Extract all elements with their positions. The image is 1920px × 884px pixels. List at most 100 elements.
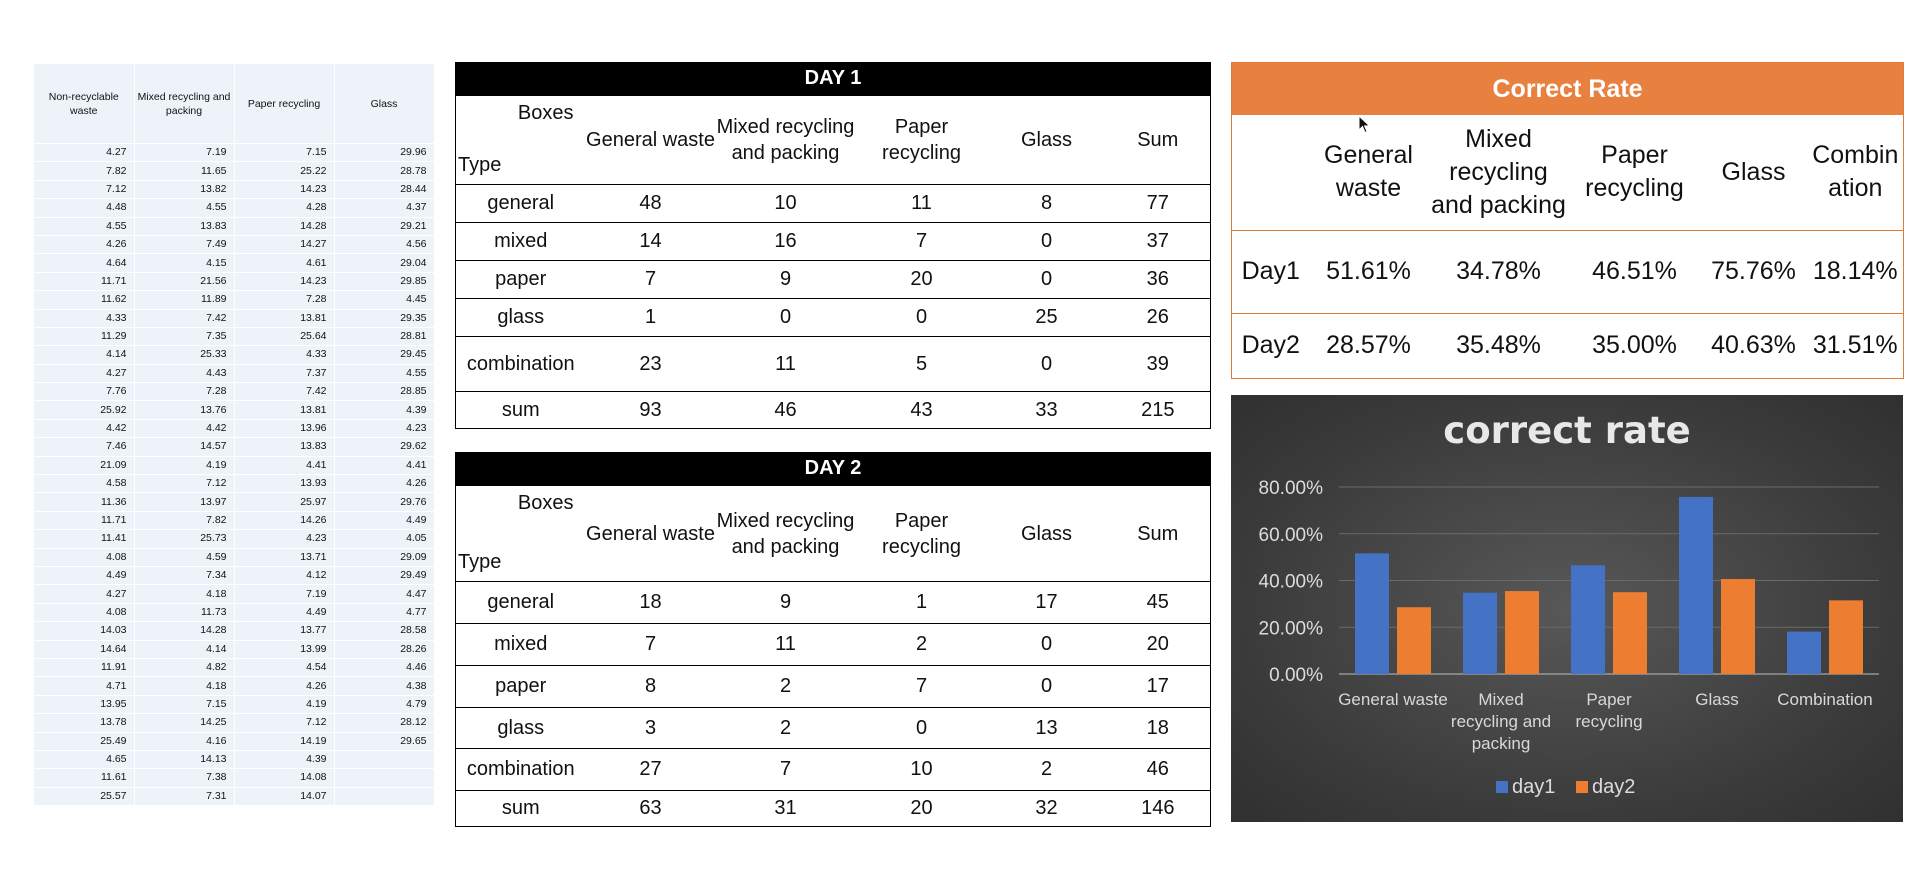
sheet-cell[interactable]: 29.45	[334, 345, 435, 365]
sheet-cell[interactable]: 4.26	[334, 474, 435, 493]
sheet-cell[interactable]: 13.81	[234, 400, 335, 420]
sheet-cell[interactable]: 7.82	[34, 161, 135, 181]
sheet-cell[interactable]: 11.71	[34, 510, 135, 530]
sheet-cell[interactable]: 4.65	[34, 749, 135, 769]
sheet-header-cell[interactable]: Mixed recycling and packing	[134, 64, 235, 144]
sheet-cell[interactable]: 4.54	[234, 657, 335, 677]
sheet-cell[interactable]: 4.26	[34, 234, 135, 254]
sheet-cell[interactable]: 4.49	[334, 510, 435, 530]
bar-day1[interactable]	[1571, 565, 1605, 674]
sheet-cell[interactable]: 4.55	[34, 216, 135, 236]
sheet-cell[interactable]	[334, 786, 435, 806]
sheet-cell[interactable]: 14.07	[234, 786, 335, 806]
sheet-cell[interactable]: 4.18	[134, 676, 235, 696]
bar-day1[interactable]	[1463, 592, 1497, 674]
bar-day2[interactable]	[1829, 600, 1863, 674]
sheet-cell[interactable]: 14.13	[134, 749, 235, 769]
sheet-cell[interactable]: 4.59	[134, 547, 235, 567]
sheet-cell[interactable]: 4.39	[334, 400, 435, 420]
bar-day1[interactable]	[1355, 553, 1389, 674]
sheet-header-cell[interactable]: Glass	[334, 64, 435, 144]
sheet-cell[interactable]: 11.89	[134, 290, 235, 310]
sheet-cell[interactable]: 29.65	[334, 731, 435, 751]
sheet-cell[interactable]: 11.29	[34, 326, 135, 346]
sheet-cell[interactable]: 4.37	[334, 198, 435, 218]
sheet-cell[interactable]: 14.25	[134, 713, 235, 732]
sheet-cell[interactable]: 13.93	[234, 474, 335, 493]
sheet-cell[interactable]: 25.33	[134, 345, 235, 365]
sheet-cell[interactable]: 13.83	[234, 437, 335, 457]
sheet-cell[interactable]: 7.12	[234, 713, 335, 732]
sheet-cell[interactable]: 4.48	[34, 198, 135, 218]
bar-day2[interactable]	[1505, 591, 1539, 674]
sheet-cell[interactable]: 7.38	[134, 768, 235, 788]
bar-day2[interactable]	[1397, 607, 1431, 674]
sheet-cell[interactable]: 14.03	[34, 621, 135, 641]
sheet-cell[interactable]: 13.81	[234, 308, 335, 328]
sheet-cell[interactable]: 11.71	[34, 271, 135, 291]
sheet-cell[interactable]: 4.05	[334, 529, 435, 549]
sheet-header-cell[interactable]: Non-recyclable waste	[34, 64, 135, 144]
sheet-cell[interactable]: 29.35	[334, 308, 435, 328]
bar-day1[interactable]	[1787, 631, 1821, 674]
sheet-cell[interactable]: 4.08	[34, 602, 135, 622]
bar-day2[interactable]	[1721, 579, 1755, 674]
sheet-cell[interactable]: 11.61	[34, 768, 135, 788]
sheet-cell[interactable]: 4.61	[234, 253, 335, 273]
sheet-cell[interactable]: 4.45	[334, 290, 435, 310]
sheet-cell[interactable]: 29.62	[334, 437, 435, 457]
sheet-cell[interactable]: 11.62	[34, 290, 135, 310]
sheet-cell[interactable]: 4.18	[134, 584, 235, 604]
sheet-cell[interactable]: 25.64	[234, 326, 335, 346]
sheet-cell[interactable]: 25.22	[234, 161, 335, 181]
sheet-cell[interactable]: 28.12	[334, 713, 435, 732]
sheet-cell[interactable]: 28.81	[334, 326, 435, 346]
sheet-cell[interactable]: 4.14	[134, 639, 235, 659]
sheet-cell[interactable]: 4.55	[334, 363, 435, 383]
bar-day2[interactable]	[1613, 592, 1647, 674]
sheet-cell[interactable]: 4.19	[134, 455, 235, 475]
sheet-cell[interactable]: 4.58	[34, 474, 135, 493]
sheet-cell[interactable]: 28.78	[334, 161, 435, 181]
sheet-header-cell[interactable]: Paper recycling	[234, 64, 335, 144]
sheet-cell[interactable]: 29.96	[334, 142, 435, 162]
sheet-cell[interactable]: 4.23	[234, 529, 335, 549]
sheet-cell[interactable]: 4.47	[334, 584, 435, 604]
sheet-cell[interactable]: 11.65	[134, 161, 235, 181]
sheet-cell[interactable]: 14.26	[234, 510, 335, 530]
sheet-cell[interactable]: 4.56	[334, 234, 435, 254]
sheet-cell[interactable]: 28.44	[334, 179, 435, 199]
sheet-cell[interactable]: 29.85	[334, 271, 435, 291]
sheet-cell[interactable]: 14.28	[134, 621, 235, 641]
sheet-cell[interactable]: 4.49	[34, 565, 135, 585]
sheet-cell[interactable]: 7.42	[234, 382, 335, 401]
sheet-cell[interactable]: 4.77	[334, 602, 435, 622]
sheet-cell[interactable]: 4.41	[334, 455, 435, 475]
sheet-cell[interactable]: 7.12	[34, 179, 135, 199]
sheet-cell[interactable]: 7.28	[134, 382, 235, 401]
chart-legend[interactable]: day1 day2	[1496, 776, 1635, 798]
sheet-cell[interactable]: 28.26	[334, 639, 435, 659]
sheet-cell[interactable]	[334, 768, 435, 788]
sheet-cell[interactable]: 4.33	[234, 345, 335, 365]
sheet-cell[interactable]: 4.14	[34, 345, 135, 365]
sheet-cell[interactable]: 7.46	[34, 437, 135, 457]
sheet-cell[interactable]: 13.71	[234, 547, 335, 567]
sheet-cell[interactable]: 13.99	[234, 639, 335, 659]
sheet-cell[interactable]: 4.43	[134, 363, 235, 383]
sheet-cell[interactable]: 14.08	[234, 768, 335, 788]
sheet-cell[interactable]: 7.82	[134, 510, 235, 530]
sheet-cell[interactable]: 4.41	[234, 455, 335, 475]
sheet-cell[interactable]: 14.28	[234, 216, 335, 236]
sheet-cell[interactable]: 28.85	[334, 382, 435, 401]
sheet-cell[interactable]: 25.73	[134, 529, 235, 549]
sheet-cell[interactable]: 13.96	[234, 418, 335, 438]
sheet-cell[interactable]: 4.64	[34, 253, 135, 273]
sheet-cell[interactable]: 7.42	[134, 308, 235, 328]
sheet-cell[interactable]: 14.23	[234, 179, 335, 199]
sheet-cell[interactable]: 4.27	[34, 142, 135, 162]
sheet-cell[interactable]: 7.49	[134, 234, 235, 254]
sheet-cell[interactable]: 25.97	[234, 492, 335, 512]
sheet-cell[interactable]: 13.83	[134, 216, 235, 236]
sheet-cell[interactable]: 4.28	[234, 198, 335, 218]
